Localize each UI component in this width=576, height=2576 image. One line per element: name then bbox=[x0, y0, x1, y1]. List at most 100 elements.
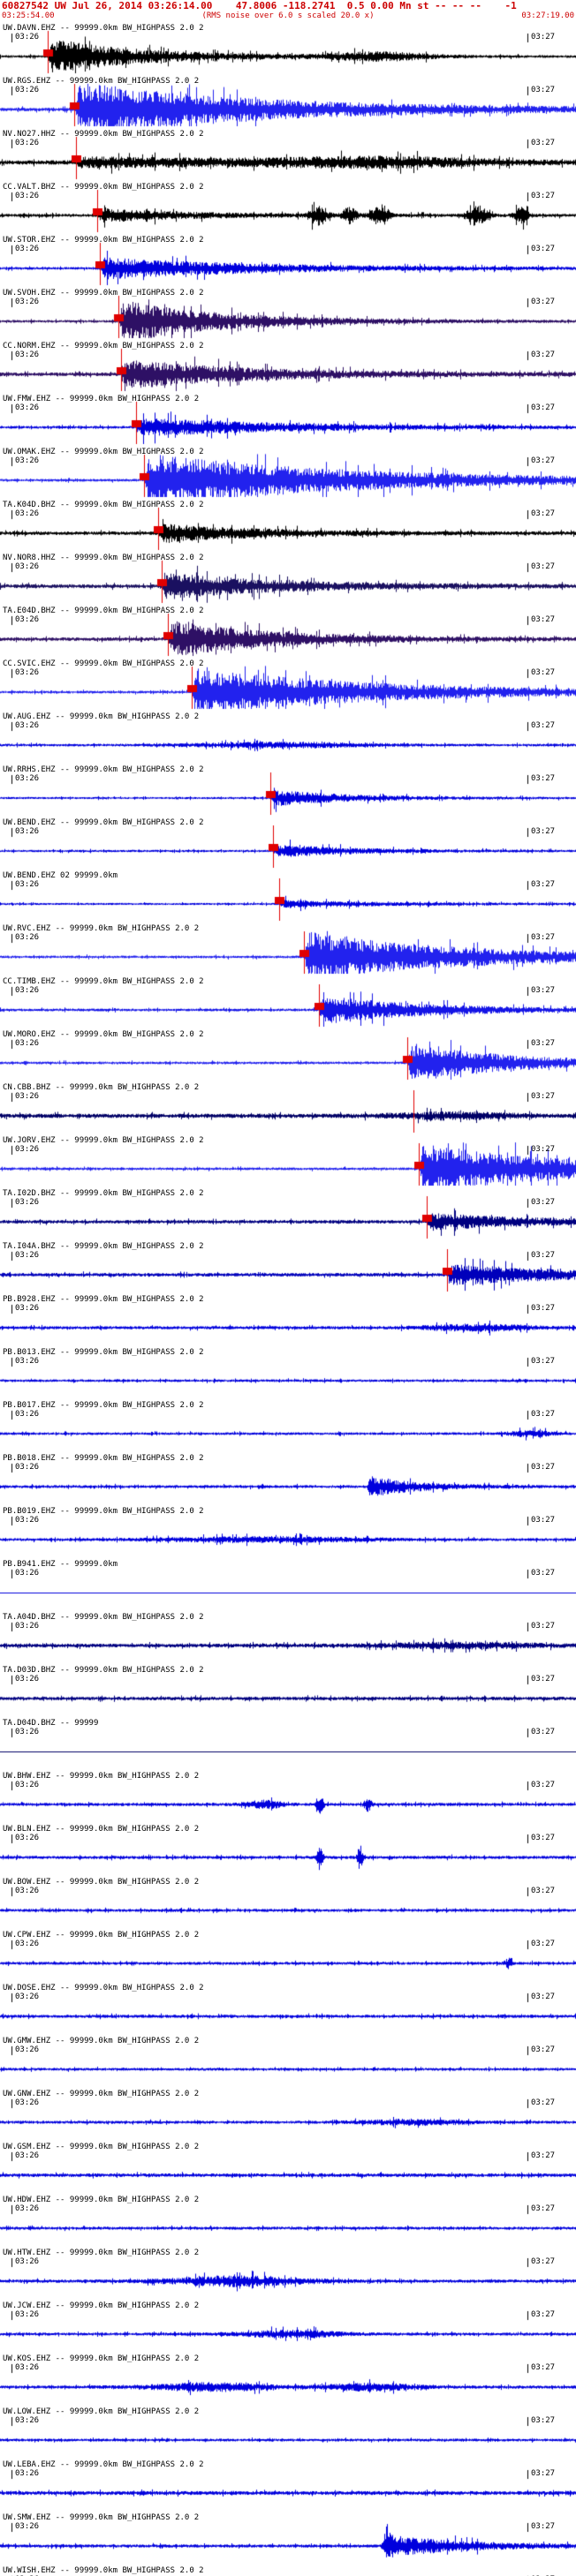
trace-row[interactable]: UW.RGS.EHZ -- 99999.0km BW_HIGHPASS 2.0 … bbox=[0, 76, 576, 129]
waveform-canvas[interactable] bbox=[0, 2195, 576, 2248]
trace-row[interactable]: PB.B018.EHZ -- 99999.0km BW_HIGHPASS 2.0… bbox=[0, 1453, 576, 1506]
tick-label-right: 03:27 bbox=[531, 562, 556, 571]
waveform-canvas[interactable] bbox=[0, 870, 576, 923]
waveform-canvas[interactable] bbox=[0, 1930, 576, 1983]
waveform-canvas[interactable] bbox=[0, 2248, 576, 2301]
waveform-canvas[interactable] bbox=[0, 1135, 576, 1188]
waveform-canvas[interactable] bbox=[0, 500, 576, 553]
tick-label-left: 03:26 bbox=[15, 403, 40, 412]
trace-row[interactable]: CC.VALT.BHZ -- 99999.0km BW_HIGHPASS 2.0… bbox=[0, 182, 576, 235]
trace-row[interactable]: PB.B928.EHZ -- 99999.0km BW_HIGHPASS 2.0… bbox=[0, 1294, 576, 1347]
trace-row[interactable]: PB.B941.EHZ -- 99999.0km 03:26 03:27 bbox=[0, 1559, 576, 1612]
waveform-canvas[interactable] bbox=[0, 1824, 576, 1877]
trace-row[interactable]: UW.HTW.EHZ -- 99999.0km BW_HIGHPASS 2.0 … bbox=[0, 2248, 576, 2301]
trace-row[interactable]: NV.NO27.HHZ -- 99999.0km BW_HIGHPASS 2.0… bbox=[0, 129, 576, 182]
waveform-canvas[interactable] bbox=[0, 976, 576, 1029]
trace-row[interactable]: CC.TIMB.EHZ -- 99999.0km BW_HIGHPASS 2.0… bbox=[0, 976, 576, 1029]
waveform-canvas[interactable] bbox=[0, 2089, 576, 2142]
trace-row[interactable]: UW.FMW.EHZ -- 99999.0km BW_HIGHPASS 2.0 … bbox=[0, 394, 576, 447]
waveform-canvas[interactable] bbox=[0, 1241, 576, 1294]
waveform-canvas[interactable] bbox=[0, 76, 576, 129]
trace-row[interactable]: TA.A04D.BHZ -- 99999.0km BW_HIGHPASS 2.0… bbox=[0, 1612, 576, 1665]
trace-row[interactable]: PB.B017.EHZ -- 99999.0km BW_HIGHPASS 2.0… bbox=[0, 1400, 576, 1453]
trace-row[interactable]: NV.NOR8.HHZ -- 99999.0km BW_HIGHPASS 2.0… bbox=[0, 553, 576, 606]
waveform-canvas[interactable] bbox=[0, 1718, 576, 1771]
trace-row[interactable]: TA.E04D.BHZ -- 99999.0km BW_HIGHPASS 2.0… bbox=[0, 606, 576, 659]
trace-row[interactable]: UW.JORV.EHZ -- 99999.0km BW_HIGHPASS 2.0… bbox=[0, 1135, 576, 1188]
trace-row[interactable]: UW.BHW.EHZ -- 99999.0km BW_HIGHPASS 2.0 … bbox=[0, 1771, 576, 1824]
trace-row[interactable]: UW.LEBA.EHZ -- 99999.0km BW_HIGHPASS 2.0… bbox=[0, 2459, 576, 2512]
waveform-canvas[interactable] bbox=[0, 182, 576, 235]
waveform-canvas[interactable] bbox=[0, 2036, 576, 2089]
trace-row[interactable]: PB.B019.EHZ -- 99999.0km BW_HIGHPASS 2.0… bbox=[0, 1506, 576, 1559]
trace-row[interactable]: UW.MORO.EHZ -- 99999.0km BW_HIGHPASS 2.0… bbox=[0, 1029, 576, 1082]
waveform-canvas[interactable] bbox=[0, 712, 576, 765]
trace-row[interactable]: UW.JCW.EHZ -- 99999.0km BW_HIGHPASS 2.0 … bbox=[0, 2301, 576, 2354]
waveform-canvas[interactable] bbox=[0, 2142, 576, 2195]
trace-row[interactable]: CC.SVIC.EHZ -- 99999.0km BW_HIGHPASS 2.0… bbox=[0, 659, 576, 712]
trace-row[interactable]: UW.DAVN.EHZ -- 99999.0km BW_HIGHPASS 2.0… bbox=[0, 23, 576, 76]
waveform-canvas[interactable] bbox=[0, 2407, 576, 2459]
trace-row[interactable]: UW.RVC.EHZ -- 99999.0km BW_HIGHPASS 2.0 … bbox=[0, 923, 576, 976]
waveform-canvas[interactable] bbox=[0, 1612, 576, 1665]
trace-row[interactable]: UW.SMW.EHZ -- 99999.0km BW_HIGHPASS 2.0 … bbox=[0, 2512, 576, 2565]
trace-row[interactable]: TA.D04D.BHZ -- 99999 03:26 03:27 bbox=[0, 1718, 576, 1771]
trace-row[interactable]: UW.BEND.EHZ -- 99999.0km BW_HIGHPASS 2.0… bbox=[0, 817, 576, 870]
trace-row[interactable]: UW.DOSE.EHZ -- 99999.0km BW_HIGHPASS 2.0… bbox=[0, 1983, 576, 2036]
waveform-canvas[interactable] bbox=[0, 1082, 576, 1135]
trace-row[interactable]: UW.GNW.EHZ -- 99999.0km BW_HIGHPASS 2.0 … bbox=[0, 2089, 576, 2142]
trace-row[interactable]: UW.CPW.EHZ -- 99999.0km BW_HIGHPASS 2.0 … bbox=[0, 1930, 576, 1983]
waveform-canvas[interactable] bbox=[0, 341, 576, 394]
trace-row[interactable]: UW.STOR.EHZ -- 99999.0km BW_HIGHPASS 2.0… bbox=[0, 235, 576, 288]
trace-row[interactable]: CC.NORM.EHZ -- 99999.0km BW_HIGHPASS 2.0… bbox=[0, 341, 576, 394]
trace-row[interactable]: TA.I04A.BHZ -- 99999.0km BW_HIGHPASS 2.0… bbox=[0, 1241, 576, 1294]
trace-row[interactable]: TA.I02D.BHZ -- 99999.0km BW_HIGHPASS 2.0… bbox=[0, 1188, 576, 1241]
waveform-canvas[interactable] bbox=[0, 2512, 576, 2565]
trace-row[interactable]: UW.RRHS.EHZ -- 99999.0km BW_HIGHPASS 2.0… bbox=[0, 765, 576, 817]
waveform-canvas[interactable] bbox=[0, 2459, 576, 2512]
waveform-canvas[interactable] bbox=[0, 2565, 576, 2576]
waveform-canvas[interactable] bbox=[0, 1294, 576, 1347]
trace-row[interactable]: UW.WISH.EHZ -- 99999.0km BW_HIGHPASS 2.0… bbox=[0, 2565, 576, 2576]
trace-row[interactable]: UW.KOS.EHZ -- 99999.0km BW_HIGHPASS 2.0 … bbox=[0, 2354, 576, 2407]
waveform-canvas[interactable] bbox=[0, 923, 576, 976]
waveform-canvas[interactable] bbox=[0, 1771, 576, 1824]
waveform-canvas[interactable] bbox=[0, 1029, 576, 1082]
trace-row[interactable]: UW.BEND.EHZ 02 99999.0km 03:26 03:27 bbox=[0, 870, 576, 923]
waveform-canvas[interactable] bbox=[0, 1877, 576, 1930]
waveform-canvas[interactable] bbox=[0, 394, 576, 447]
trace-row[interactable]: PB.B013.EHZ -- 99999.0km BW_HIGHPASS 2.0… bbox=[0, 1347, 576, 1400]
waveform-canvas[interactable] bbox=[0, 765, 576, 817]
waveform-canvas[interactable] bbox=[0, 1188, 576, 1241]
waveform-canvas[interactable] bbox=[0, 23, 576, 76]
waveform-canvas[interactable] bbox=[0, 606, 576, 659]
trace-row[interactable]: UW.BLN.EHZ -- 99999.0km BW_HIGHPASS 2.0 … bbox=[0, 1824, 576, 1877]
trace-row[interactable]: UW.GSM.EHZ -- 99999.0km BW_HIGHPASS 2.0 … bbox=[0, 2142, 576, 2195]
waveform-canvas[interactable] bbox=[0, 129, 576, 182]
waveform-canvas[interactable] bbox=[0, 1400, 576, 1453]
trace-row[interactable]: UW.SVOH.EHZ -- 99999.0km BW_HIGHPASS 2.0… bbox=[0, 288, 576, 341]
trace-row[interactable]: UW.BOW.EHZ -- 99999.0km BW_HIGHPASS 2.0 … bbox=[0, 1877, 576, 1930]
waveform-canvas[interactable] bbox=[0, 2354, 576, 2407]
waveform-canvas[interactable] bbox=[0, 1453, 576, 1506]
trace-row[interactable]: UW.OMAK.EHZ -- 99999.0km BW_HIGHPASS 2.0… bbox=[0, 447, 576, 500]
waveform-canvas[interactable] bbox=[0, 1559, 576, 1612]
trace-row[interactable]: UW.GMW.EHZ -- 99999.0km BW_HIGHPASS 2.0 … bbox=[0, 2036, 576, 2089]
trace-row[interactable]: TA.D03D.BHZ -- 99999.0km BW_HIGHPASS 2.0… bbox=[0, 1665, 576, 1718]
trace-row[interactable]: UW.LOW.EHZ -- 99999.0km BW_HIGHPASS 2.0 … bbox=[0, 2407, 576, 2459]
waveform-canvas[interactable] bbox=[0, 235, 576, 288]
waveform-canvas[interactable] bbox=[0, 553, 576, 606]
trace-row[interactable]: UW.HDW.EHZ -- 99999.0km BW_HIGHPASS 2.0 … bbox=[0, 2195, 576, 2248]
trace-row[interactable]: UW.AUG.EHZ -- 99999.0km BW_HIGHPASS 2.0 … bbox=[0, 712, 576, 765]
trace-row[interactable]: TA.K04D.BHZ -- 99999.0km BW_HIGHPASS 2.0… bbox=[0, 500, 576, 553]
waveform-canvas[interactable] bbox=[0, 288, 576, 341]
waveform-canvas[interactable] bbox=[0, 447, 576, 500]
waveform-canvas[interactable] bbox=[0, 1983, 576, 2036]
trace-row[interactable]: CN.CBB.BHZ -- 99999.0km BW_HIGHPASS 2.0 … bbox=[0, 1082, 576, 1135]
waveform-canvas[interactable] bbox=[0, 1506, 576, 1559]
waveform-canvas[interactable] bbox=[0, 1347, 576, 1400]
waveform-canvas[interactable] bbox=[0, 1665, 576, 1718]
waveform-canvas[interactable] bbox=[0, 659, 576, 712]
waveform-canvas[interactable] bbox=[0, 2301, 576, 2354]
waveform-canvas[interactable] bbox=[0, 817, 576, 870]
